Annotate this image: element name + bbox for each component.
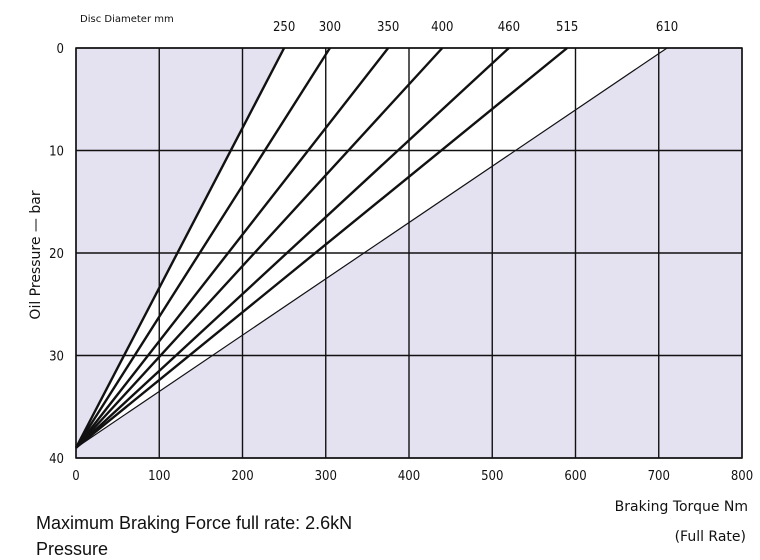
x-tick-300: 300	[315, 469, 337, 484]
disc-line-400	[75, 47, 444, 449]
x-axis-sublabel: (Full Rate)	[675, 529, 746, 545]
y-tick-0: 0	[57, 42, 64, 57]
plot-border	[75, 47, 743, 459]
disc-line-460	[75, 47, 510, 449]
series-label-300: 300	[319, 20, 341, 35]
x-tick-labels: 0 100 200 300 400 500 600 700 800	[72, 469, 753, 484]
y-tick-30: 30	[49, 350, 64, 365]
x-tick-100: 100	[148, 469, 170, 484]
y-axis-label: Oil Pressure — bar	[28, 190, 44, 319]
x-tick-400: 400	[398, 469, 420, 484]
series-label-515: 515	[556, 20, 578, 35]
x-tick-0: 0	[72, 469, 79, 484]
pressure-note: Pressure	[36, 539, 109, 559]
disc-line-350	[75, 47, 390, 449]
disc-line-250	[74, 47, 286, 449]
disc-lines	[74, 47, 668, 449]
series-label-250: 250	[273, 20, 295, 35]
disc-line-515	[75, 47, 568, 449]
series-label-460: 460	[498, 20, 520, 35]
x-tick-800: 800	[731, 469, 753, 484]
y-tick-40: 40	[49, 452, 64, 467]
series-label-350: 350	[377, 20, 399, 35]
x-tick-700: 700	[648, 469, 670, 484]
x-tick-200: 200	[231, 469, 253, 484]
x-tick-500: 500	[481, 469, 503, 484]
x-axis-label: Braking Torque Nm	[615, 499, 748, 515]
y-tick-20: 20	[49, 247, 64, 262]
series-label-610: 610	[656, 20, 678, 35]
y-tick-10: 10	[49, 145, 64, 160]
x-tick-600: 600	[564, 469, 586, 484]
y-tick-labels: 0 10 20 30 40	[49, 42, 64, 467]
header-label: Disc Diameter mm	[80, 14, 174, 25]
max-braking-force-note: Maximum Braking Force full rate: 2.6kN	[36, 513, 353, 533]
series-label-400: 400	[431, 20, 453, 35]
disc-line-610	[75, 47, 668, 449]
disc-line-300	[74, 47, 331, 449]
series-labels: 250 300 350 400 460 515 610	[273, 20, 678, 35]
